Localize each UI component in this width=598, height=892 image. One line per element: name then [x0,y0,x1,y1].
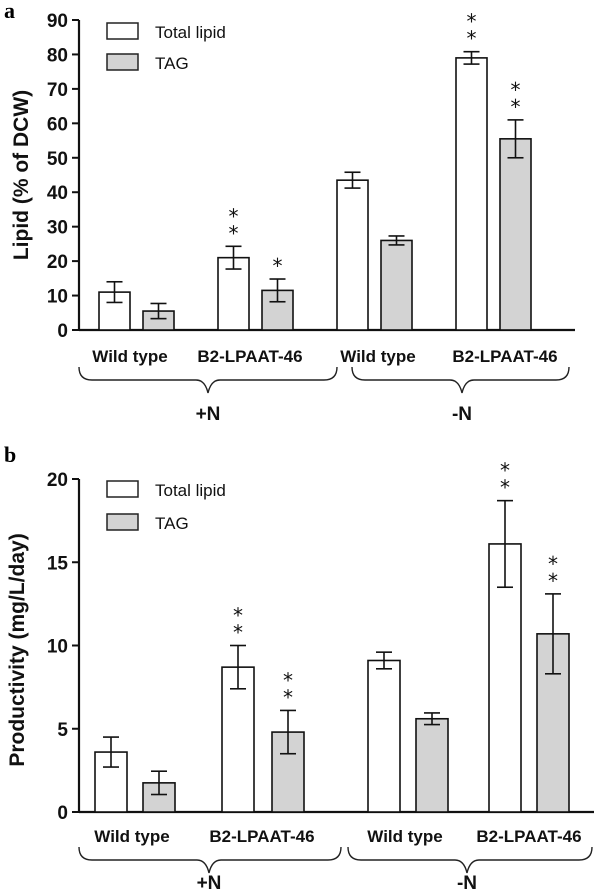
significance-asterisk: * [500,459,510,483]
significance-asterisk: * [548,569,558,593]
group-bracket-minus-n [347,846,593,874]
category-label: Wild type [94,827,169,846]
y-tick-label: 70 [47,80,68,101]
bar [367,659,401,813]
y-tick-label: 0 [57,803,68,824]
category-label: B2-LPAAT-46 [476,827,581,846]
y-tick-label: 10 [47,637,68,658]
bar [415,717,449,813]
category-label: B2-LPAAT-46 [197,347,302,366]
group-label-minus-n: -N [452,404,472,425]
category-label: Wild type [367,827,442,846]
category-label: B2-LPAAT-46 [209,827,314,846]
y-tick-label: 30 [47,218,68,239]
y-tick-label: 50 [47,149,68,170]
y-tick-label: 10 [47,287,68,308]
significance-asterisk: * [511,78,521,102]
legend-label-tag: TAG [155,514,189,533]
bar [380,239,413,331]
legend-label-tag: TAG [155,54,189,73]
bar [455,57,488,331]
group-bracket-plus-n [78,846,342,874]
significance-asterisk: * [500,476,510,500]
y-tick-label: 0 [57,321,68,342]
legend-swatch-total-lipid [106,480,139,498]
significance-asterisk: * [229,204,239,228]
legend-label-total-lipid: Total lipid [155,23,226,42]
bar [499,138,532,331]
significance-asterisk: * [273,254,283,278]
y-tick-label: 40 [47,183,68,204]
significance-asterisk: * [283,668,293,692]
panel-b-letter: b [4,442,16,467]
significance-asterisk: * [467,27,477,51]
category-label: Wild type [92,347,167,366]
significance-asterisk: * [233,604,243,628]
significance-asterisk: * [548,552,558,576]
category-label: B2-LPAAT-46 [452,347,557,366]
panel-b-category-labels: Wild type B2-LPAAT-46 Wild type B2-LPAAT… [94,827,581,846]
group-label-plus-n: +N [196,404,221,425]
chart-panel-a: a Lipid (% of DCW) 0 10 20 30 40 50 60 70 80 90 *… [4,0,575,425]
panel-a-letter: a [4,0,15,23]
significance-asterisk: * [229,221,239,245]
group-label-plus-n: +N [197,873,222,892]
panel-a-axes: 0 10 20 30 40 50 60 70 80 90 [47,11,575,342]
legend-swatch-tag [106,53,139,71]
panel-a-legend: Total lipid TAG [106,22,226,73]
bar [336,179,369,331]
significance-asterisk: * [467,10,477,34]
significance-asterisk: * [233,621,243,645]
y-tick-label: 80 [47,45,68,66]
panel-b-bars: ******** [94,459,570,813]
legend-swatch-tag [106,513,139,531]
bar [217,256,250,331]
group-bracket-minus-n [351,366,570,394]
y-tick-label: 20 [47,470,68,491]
y-tick-label: 20 [47,252,68,273]
panel-a-bars: ******* [98,10,532,331]
significance-asterisk: * [511,95,521,119]
significance-asterisk: * [283,685,293,709]
panel-a-y-axis-label: Lipid (% of DCW) [10,90,33,260]
group-label-minus-n: -N [457,873,477,892]
y-tick-label: 5 [57,720,68,741]
y-tick-label: 15 [47,553,69,574]
bar [488,543,522,813]
panel-a-category-labels: Wild type B2-LPAAT-46 Wild type B2-LPAAT… [92,347,557,366]
category-label: Wild type [340,347,415,366]
panel-b-y-axis-label: Productivity (mg/L/day) [6,533,29,766]
legend-swatch-total-lipid [106,22,139,40]
legend-label-total-lipid: Total lipid [155,481,226,500]
panel-b-legend: Total lipid TAG [106,480,226,533]
group-bracket-plus-n [78,366,338,394]
y-tick-label: 60 [47,114,68,135]
y-tick-label: 90 [47,11,68,32]
